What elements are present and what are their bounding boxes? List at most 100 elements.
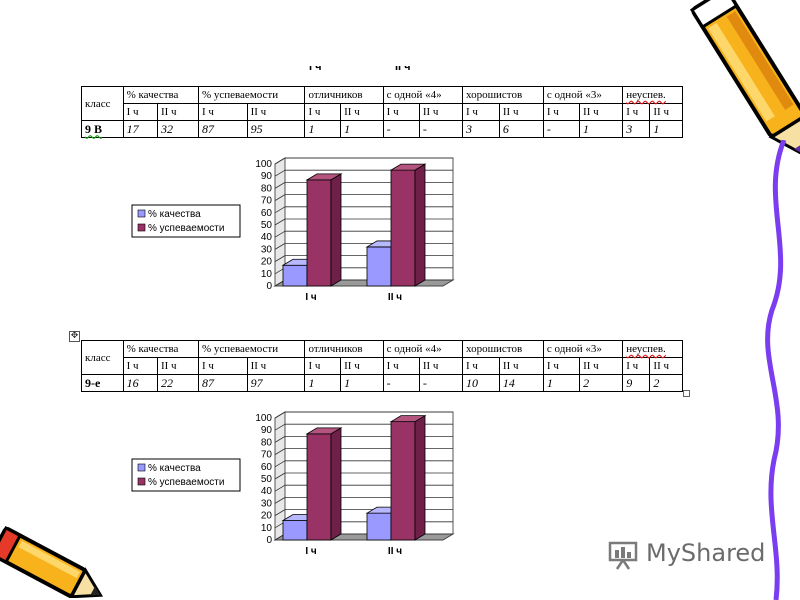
- bar-progress: [306, 179, 332, 287]
- legend-label: % качества: [148, 209, 201, 220]
- subheader-cell: I ч: [382, 103, 420, 121]
- subheader-cell: I ч: [304, 357, 342, 375]
- bar-side: [330, 173, 342, 287]
- subheader-cell: I ч: [197, 357, 248, 375]
- grid-line-side: [274, 230, 286, 238]
- subheader-cell: I ч: [304, 103, 342, 121]
- data-cell: 97: [246, 374, 306, 392]
- watermark: MyShared: [608, 536, 788, 576]
- data-cell: 16: [122, 374, 158, 392]
- subheader-cell: II ч: [156, 357, 199, 375]
- bar-quality: [366, 246, 392, 287]
- subheader-cell: I ч: [197, 103, 248, 121]
- decorative-wave-icon: [765, 140, 787, 600]
- bar-top: [305, 427, 343, 435]
- bar-quality: [282, 264, 308, 287]
- data-cell: 3: [461, 120, 500, 138]
- y-tick-label: 60: [261, 462, 273, 473]
- y-tick-label: 100: [255, 413, 272, 424]
- pencil-bottom-icon: [0, 525, 104, 598]
- header-one-four: с одной «4»: [382, 340, 463, 358]
- table-header-row: класс % качества % успеваемости отличник…: [81, 340, 683, 375]
- y-tick-label: 20: [261, 511, 273, 522]
- subheader-cell: I ч: [122, 103, 158, 121]
- y-tick-label: 80: [261, 183, 273, 194]
- data-cell: 1: [649, 120, 683, 138]
- data-cell: 1: [304, 374, 342, 392]
- y-tick-label: 40: [261, 486, 273, 497]
- grade-table-2: класс % качества % успеваемости отличник…: [81, 340, 683, 392]
- table-resize-handle-icon[interactable]: [683, 390, 690, 397]
- grid-line-side: [274, 448, 286, 455]
- data-cell: 14: [498, 374, 544, 392]
- x-tick-label: II ч: [388, 546, 402, 554]
- subheader-cell: II ч: [649, 357, 683, 375]
- grid-line-side: [274, 157, 286, 165]
- y-tick-label: 50: [261, 474, 273, 485]
- y-tick-label: 30: [261, 498, 273, 509]
- table-row: 9 В 17 32 87 95 1 1- -3 6-1 3 1: [81, 120, 683, 138]
- y-tick-label: 70: [261, 196, 273, 207]
- grid-line-side: [274, 194, 286, 201]
- data-cell: -: [418, 120, 463, 138]
- y-tick-label: 70: [261, 450, 273, 461]
- grid-line-side: [274, 218, 286, 226]
- y-tick-label: 60: [261, 208, 273, 219]
- grid-line-side: [274, 423, 286, 431]
- subheader-cell: I ч: [461, 357, 500, 375]
- grid-line-side: [274, 484, 286, 492]
- data-cell: 2: [649, 374, 683, 392]
- header-good: хорошистов: [461, 86, 544, 104]
- grid-line-side: [274, 472, 286, 480]
- grid-line-side: [274, 460, 286, 468]
- y-tick-label: 20: [261, 257, 273, 268]
- y-tick-label: 80: [261, 437, 273, 448]
- bar-top: [389, 415, 427, 423]
- table-move-handle-icon[interactable]: ✥: [69, 331, 80, 342]
- subheader-cell: II ч: [340, 103, 384, 121]
- header-quality: % качества: [122, 86, 199, 104]
- legend-box: [131, 458, 241, 492]
- data-cell: 1: [304, 120, 342, 138]
- bar-progress: [306, 433, 332, 541]
- header-failing: неуспев.: [622, 340, 683, 358]
- header-progress: % успеваемости: [197, 86, 306, 104]
- grid-line-side: [274, 182, 286, 189]
- subheader-cell: II ч: [340, 357, 384, 375]
- grid-line-side: [274, 411, 286, 419]
- legend-label: % успеваемости: [148, 223, 224, 234]
- data-cell: 87: [197, 374, 248, 392]
- legend-swatch: [137, 209, 146, 218]
- bar-progress: [390, 421, 416, 541]
- bar-side: [414, 163, 426, 287]
- data-cell: 10: [461, 374, 500, 392]
- y-tick-label: 50: [261, 220, 273, 231]
- data-cell: 1: [579, 120, 624, 138]
- bar-quality: [366, 512, 392, 541]
- subheader-cell: II ч: [246, 103, 306, 121]
- watermark-text: MyShared: [646, 539, 766, 567]
- bar-quality: [282, 520, 308, 541]
- grid-line-side: [274, 255, 286, 262]
- chart-1: 0 10 20 30 40 50 60 70 80 90 100 I ч II ч % качества%…: [130, 150, 465, 303]
- data-cell: -: [418, 374, 463, 392]
- subheader-cell: I ч: [122, 357, 158, 375]
- cut-header-right: II ч: [395, 66, 411, 73]
- grid-line-side: [274, 436, 286, 443]
- header-one-three: с одной «3»: [542, 340, 624, 358]
- header-one-four: с одной «4»: [382, 86, 463, 104]
- grid-line-side: [274, 509, 286, 516]
- chart-2: 0 10 20 30 40 50 60 70 80 90 100 I ч II ч % качества%…: [130, 404, 465, 557]
- x-tick-label: I ч: [305, 292, 317, 300]
- subheader-cell: I ч: [382, 357, 420, 375]
- y-tick-label: 90: [261, 425, 273, 436]
- y-tick-label: 10: [261, 269, 273, 280]
- table-header-row: класс % качества % успеваемости отличник…: [81, 86, 683, 121]
- grade-table-1: класс % качества % успеваемости отличник…: [81, 86, 683, 138]
- data-cell: 6: [498, 120, 544, 138]
- subheader-cell: II ч: [579, 357, 624, 375]
- y-tick-label: 30: [261, 244, 273, 255]
- header-excellent: отличников: [304, 340, 384, 358]
